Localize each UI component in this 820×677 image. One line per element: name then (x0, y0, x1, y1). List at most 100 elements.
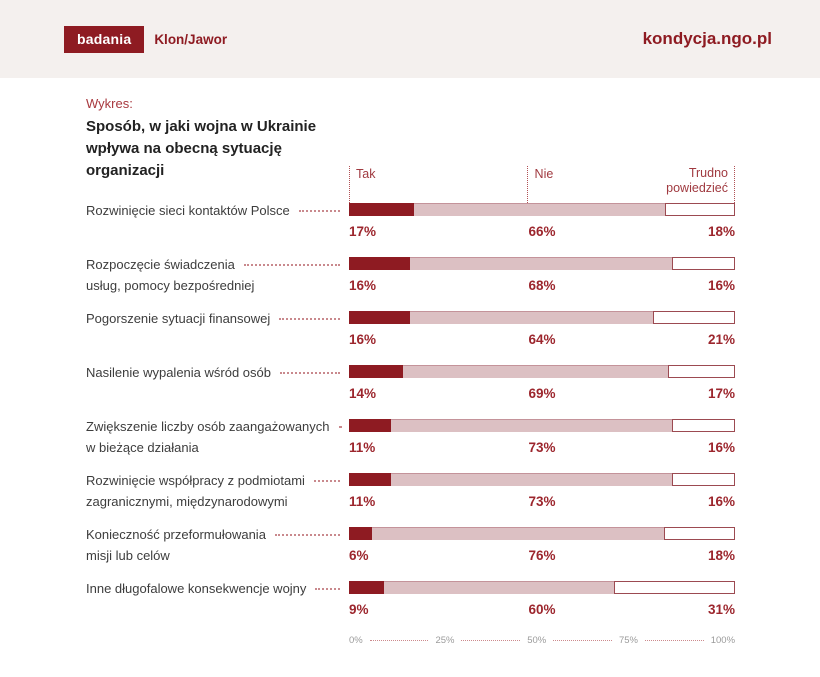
segment-nie (402, 365, 668, 378)
leader-dotted-line (338, 425, 340, 428)
segment-tak (349, 311, 410, 324)
category-label: Konieczność przeformułowania misji lub ce… (86, 524, 349, 566)
percent-label-tak: 16% (349, 278, 377, 293)
bar-column: 6% 76% 18% (349, 527, 736, 563)
category-label-text: w bieżące działania (86, 440, 199, 455)
category-label-text: Konieczność przeformułowania (86, 527, 266, 542)
segment-trudno (613, 581, 736, 594)
segment-tak (349, 203, 414, 216)
category-label-line: Pogorszenie sytuacji finansowej (86, 308, 349, 329)
stacked-bar (349, 257, 735, 270)
stacked-bar (349, 365, 735, 378)
segment-trudno (671, 257, 735, 270)
leader-dotted-line (280, 371, 340, 374)
category-label-line: Rozpoczęcie świadczenia (86, 254, 349, 275)
category-label-text: Nasilenie wypalenia wśród osób (86, 365, 271, 380)
axis-tick-50: 50% (527, 635, 547, 646)
percent-labels: 14% 69% 17% (349, 386, 735, 401)
segment-tak (349, 365, 403, 378)
stacked-bar (349, 203, 736, 216)
category-label-text: Rozwinięcie współpracy z podmiotami (86, 473, 305, 488)
category-label-text: Rozpoczęcie świadczenia (86, 257, 235, 272)
segment-tak (349, 581, 384, 594)
legend-label-nie: Nie (534, 167, 554, 181)
axis-dotted-line (644, 640, 704, 641)
percent-labels: 17% 66% 18% (349, 224, 735, 239)
percent-labels: 16% 64% 21% (349, 332, 735, 347)
x-axis: 0% 25% 50% 75% 100% (349, 635, 735, 646)
leader-dotted-line (313, 479, 340, 482)
chart-row: Nasilenie wypalenia wśród osób 14% 69% 17% (86, 365, 735, 401)
stacked-bar (349, 473, 735, 486)
category-label: Rozpoczęcie świadczenia usług, pomocy bez… (86, 254, 349, 296)
axis-tick-100: 100% (710, 635, 736, 646)
percent-label-tak: 16% (349, 332, 377, 347)
percent-label-tak: 11% (349, 494, 376, 509)
segment-nie (391, 419, 672, 432)
segment-trudno (663, 527, 736, 540)
chart-row: Pogorszenie sytuacji finansowej 16% 64% 21% (86, 308, 735, 347)
percent-label-nie: 64% (528, 332, 556, 347)
percent-label-nie: 69% (528, 386, 556, 401)
segment-nie (383, 581, 614, 594)
percent-label-nie: 76% (528, 548, 556, 563)
title-block: Wykres: Sposób, w jaki wojna w Ukrainie … (86, 96, 371, 182)
percent-label-trudno: 18% (707, 548, 735, 563)
bar-column: 9% 60% 31% (349, 581, 736, 617)
percent-labels: 16% 68% 16% (349, 278, 735, 293)
stacked-bar (349, 311, 735, 324)
segment-nie (391, 473, 672, 486)
segment-nie (409, 311, 654, 324)
chart-rows: Rozwinięcie sieci kontaktów Polsce 17% 66%… (86, 200, 736, 617)
badania-logo-badge: badania (64, 25, 145, 53)
chart-kicker: Wykres: (86, 96, 133, 111)
chart-row: Rozwinięcie sieci kontaktów Polsce 17% 66%… (86, 200, 736, 239)
axis-dotted-line (461, 640, 521, 641)
percent-labels: 11% 73% 16% (349, 440, 735, 455)
brand-name: Klon/Jawor (154, 31, 228, 47)
percent-label-nie: 73% (528, 494, 556, 509)
segment-nie (413, 203, 665, 216)
category-label: Zwiększenie liczby osób zaangażowanych w … (86, 416, 349, 458)
category-label-text: Inne długofalowe konsekwencje wojny (86, 581, 307, 596)
category-label-line: Zwiększenie liczby osób zaangażowanych (86, 416, 349, 437)
bar-column: 17% 66% 18% (349, 203, 736, 239)
axis-tick-0: 0% (349, 635, 363, 646)
leader-dotted-line (279, 317, 340, 320)
chart-area: Wykres: Sposób, w jaki wojna w Ukrainie … (0, 78, 820, 646)
legend-marker-mid (526, 166, 528, 203)
leader-dotted-line (274, 533, 340, 536)
category-label: Inne długofalowe konsekwencje wojny (86, 578, 349, 599)
percent-label-trudno: 31% (707, 602, 735, 617)
site-link[interactable]: kondycja.ngo.pl (642, 29, 772, 48)
category-label-text: usług, pomocy bezpośredniej (86, 278, 255, 293)
category-label-text: zagranicznymi, międzynarodowymi (86, 494, 288, 509)
category-label-line: Konieczność przeformułowania (86, 524, 349, 545)
percent-labels: 11% 73% 16% (349, 494, 735, 509)
percent-label-nie: 68% (528, 278, 556, 293)
chart-row: Rozpoczęcie świadczenia usług, pomocy bez… (86, 257, 735, 293)
leader-dotted-line (298, 209, 340, 212)
percent-label-tak: 11% (349, 440, 376, 455)
leader-dotted-line (315, 587, 340, 590)
axis-tick-75: 75% (618, 635, 638, 646)
percent-label-trudno: 21% (707, 332, 735, 347)
bar-column: 11% 73% 16% (349, 419, 735, 455)
percent-label-tak: 14% (349, 386, 377, 401)
chart-title-line-1: Sposób, w jaki wojna w Ukrainie (86, 118, 317, 135)
segment-trudno (671, 473, 735, 486)
bar-column: 14% 69% 17% (349, 365, 735, 401)
category-label-line: Rozwinięcie sieci kontaktów Polsce (86, 200, 349, 221)
segment-trudno (664, 203, 736, 216)
stacked-bar (349, 581, 736, 594)
segment-tak (349, 473, 392, 486)
category-label-text: Pogorszenie sytuacji finansowej (86, 311, 271, 326)
percent-label-nie: 73% (528, 440, 556, 455)
percent-label-nie: 66% (528, 224, 556, 239)
percent-label-tak: 17% (349, 224, 377, 239)
chart-row: Konieczność przeformułowania misji lub ce… (86, 527, 736, 563)
chart-row: Rozwinięcie współpracy z podmiotami zagra… (86, 473, 735, 509)
segment-tak (349, 419, 392, 432)
category-label: Rozwinięcie sieci kontaktów Polsce (86, 200, 349, 221)
category-label: Rozwinięcie współpracy z podmiotami zagra… (86, 470, 349, 512)
